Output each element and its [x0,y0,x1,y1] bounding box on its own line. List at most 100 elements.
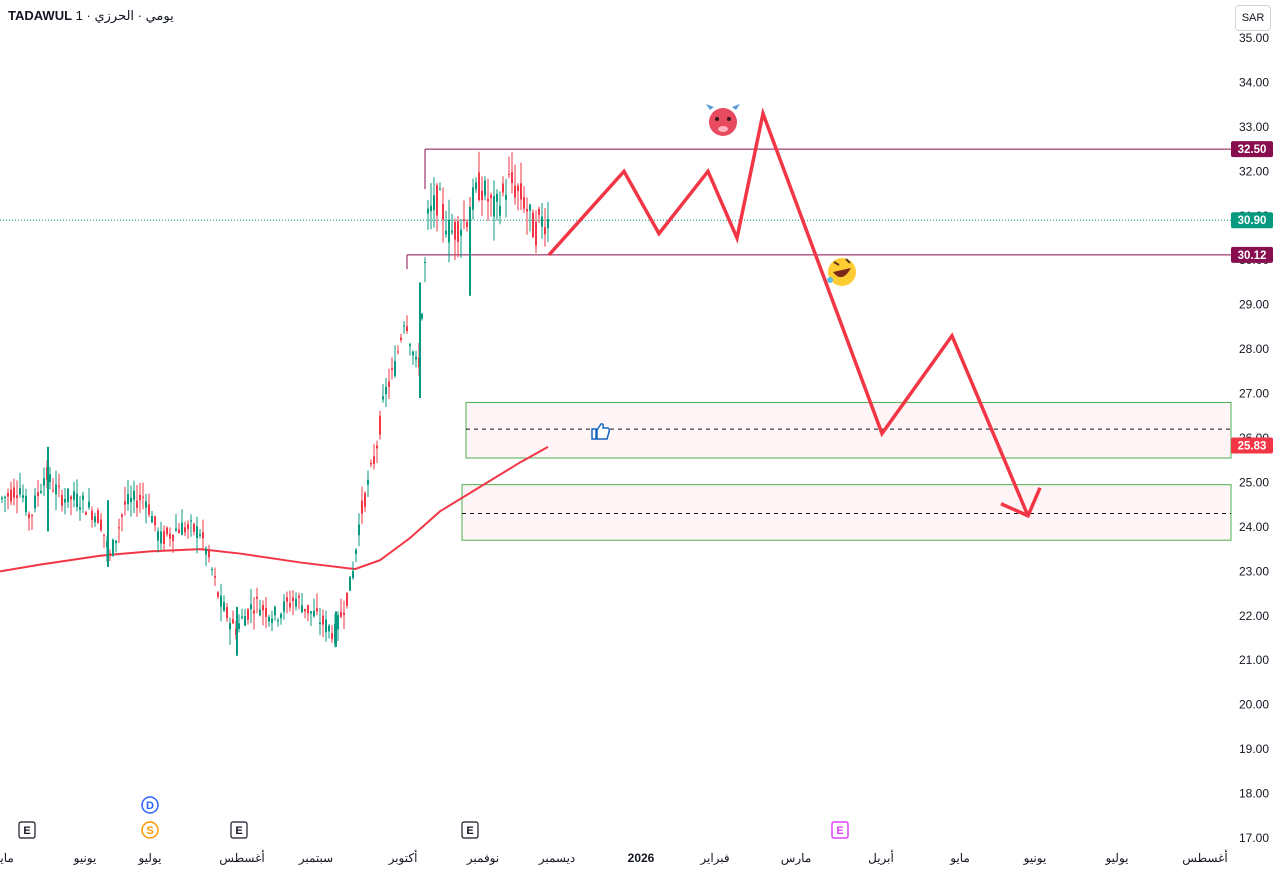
candle-body [445,230,447,235]
earnings-marker-future [831,821,849,839]
snout-icon [718,126,728,132]
x-tick-label: مايو [949,851,970,865]
candle-body [385,386,387,394]
candle-body [58,485,60,488]
candle-body [511,172,513,184]
price-label-box [1231,437,1273,454]
candle-body [535,221,537,246]
y-tick-label: 17.00 [1239,831,1269,845]
candle-body [73,491,75,500]
candle-body [394,361,396,377]
candle-body [538,208,540,215]
candle-body [37,492,39,497]
candle-body [505,194,507,200]
x-tick-label: ديسمبر [538,851,576,865]
candle-body [373,456,375,465]
candle-body [331,633,333,640]
y-tick-label: 27.00 [1239,387,1269,401]
mouth-icon [833,268,851,278]
candle-body [313,610,315,617]
candle-body [190,520,192,522]
candle-body [322,615,324,625]
candle-body [280,613,282,619]
projection-zigzag [547,107,1030,517]
event-marker-label: E [23,825,30,837]
event-marker-label: D [146,800,154,812]
candle-body [517,185,519,191]
candle-body [205,548,207,555]
candle-body [388,381,390,387]
candle-body [154,516,156,526]
y-tick-label: 21.00 [1239,653,1269,667]
candle-body [175,528,177,531]
interval-label: يومي · الحرزي · 1 [75,8,174,23]
candle-body [364,493,366,507]
x-tick-label: يونيو [1023,851,1047,865]
projection-drawing[interactable] [547,107,1042,519]
candle-body [448,219,450,243]
candle-body [202,532,204,539]
candle-body [544,227,546,235]
price-label: 30.90 [1238,215,1267,227]
candle-body [70,496,72,500]
candle-body [526,209,528,212]
currency-button[interactable]: SAR [1235,5,1271,31]
candle-body [64,499,66,503]
candle-body [157,531,159,541]
candle-body [481,190,483,201]
candle-body [181,522,183,535]
candle-body [25,495,27,513]
event-markers[interactable]: E D S E E E [18,796,849,839]
price-axis[interactable]: 35.0034.0033.0032.0031.0030.0029.0028.00… [1231,31,1273,845]
candle-body [400,337,402,340]
candle-body [124,501,126,505]
candle-body [328,625,330,632]
target-zones [461,401,1232,541]
candle-body [40,490,42,493]
candle-body [13,487,15,498]
emoji-annotations [591,104,856,440]
thumbs-up-icon [591,423,611,440]
candle-body [475,182,477,190]
candle-body [208,550,210,558]
candle-body [172,534,174,542]
candle-body [283,601,285,612]
candle-body [31,515,33,517]
x-tick-label: سبتمبر [298,851,333,865]
candle-body [382,396,384,400]
candle-body [256,596,258,599]
candle-body [82,495,84,500]
candle-body [274,606,276,616]
candle-body [307,605,309,614]
price-label-box [1231,212,1273,229]
candle-body [133,490,135,500]
x-tick-label: يوليو [1104,851,1128,865]
candle-body [76,493,78,508]
x-tick-label: أغسطس [219,850,264,865]
candle-body [214,575,216,578]
target-zone-box [465,401,1232,459]
candle-body [67,488,69,503]
candle-body [229,623,231,630]
candle-body [103,534,105,536]
event-marker-label: S [146,825,153,837]
candle-body [118,527,120,529]
earnings-marker [230,821,248,839]
y-tick-label: 28.00 [1239,342,1269,356]
candle-body [250,604,252,610]
candle-body [352,571,354,578]
candle-body [142,496,144,498]
candle-body [139,494,141,501]
time-axis[interactable]: مايو يونيو يوليو أغسطس سبتمبر أكتوبر نوفمبر ديس… [0,850,1228,865]
candle-body [112,539,114,556]
candle-body [406,326,408,332]
candle-body [262,605,264,611]
y-tick-label: 18.00 [1239,787,1269,801]
candle-body [460,229,462,236]
thumb-hand [596,423,611,440]
candle-body [547,218,549,229]
candle-body [529,204,531,211]
candle-body [484,180,486,196]
x-tick-label: فبراير [699,851,729,865]
